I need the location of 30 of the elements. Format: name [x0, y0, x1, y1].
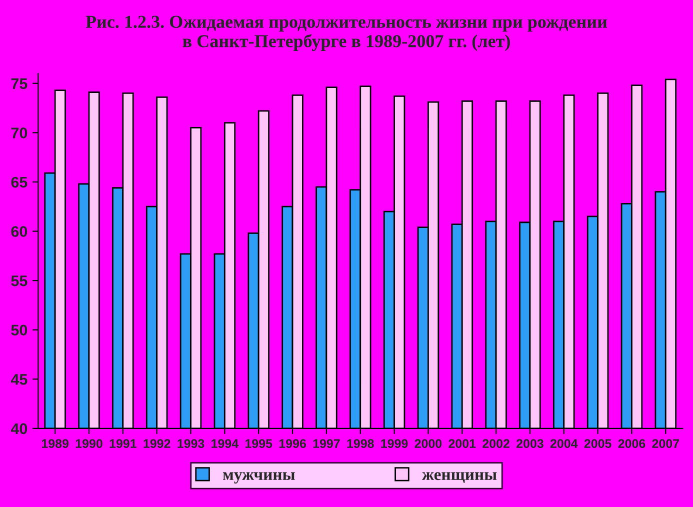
- x-tick-label: 2006: [618, 439, 646, 448]
- legend-label: женщины: [422, 472, 497, 483]
- x-tick-label: 1999: [381, 439, 408, 448]
- chart-title: Рис. 1.2.3. Ожидаемая продолжительность жизни при рождении в Санкт-Петербурге в 1989-2007 гг. (лет): [86, 16, 607, 51]
- y-tick-label: 40: [10, 423, 28, 434]
- y-tick-label: 70: [11, 128, 28, 138]
- x-tick-label: 2005: [584, 439, 612, 448]
- x-tick-label: 1989: [42, 439, 69, 448]
- x-tick-label: 1993: [178, 439, 204, 448]
- x-tick-label: 1994: [212, 439, 239, 448]
- y-tick-label: 55: [11, 276, 28, 286]
- x-tick-label: 2004: [550, 439, 578, 448]
- x-tick-label: 2002: [482, 439, 510, 448]
- x-tick-label: 1996: [279, 439, 306, 448]
- y-tick-label: 45: [10, 374, 28, 385]
- x-tick-label: 1995: [245, 439, 272, 448]
- x-tick-label: 2007: [652, 439, 679, 448]
- x-tick-label: 1997: [313, 439, 340, 448]
- x-tick-label: 1998: [347, 439, 374, 448]
- y-tick-label: 60: [11, 226, 28, 237]
- y-tick-label: 65: [11, 176, 28, 188]
- x-tick-label: 1990: [76, 439, 102, 448]
- x-tick-label: 1991: [110, 439, 136, 448]
- legend-label: мужчины: [222, 472, 295, 484]
- x-tick-label: 1992: [144, 439, 170, 448]
- y-tick-label: 50: [11, 324, 28, 336]
- x-tick-label: 2001: [448, 439, 476, 448]
- x-tick-label: 2003: [516, 439, 544, 448]
- y-tick-label: 75: [11, 78, 28, 90]
- x-tick-label: 2000: [414, 439, 442, 448]
